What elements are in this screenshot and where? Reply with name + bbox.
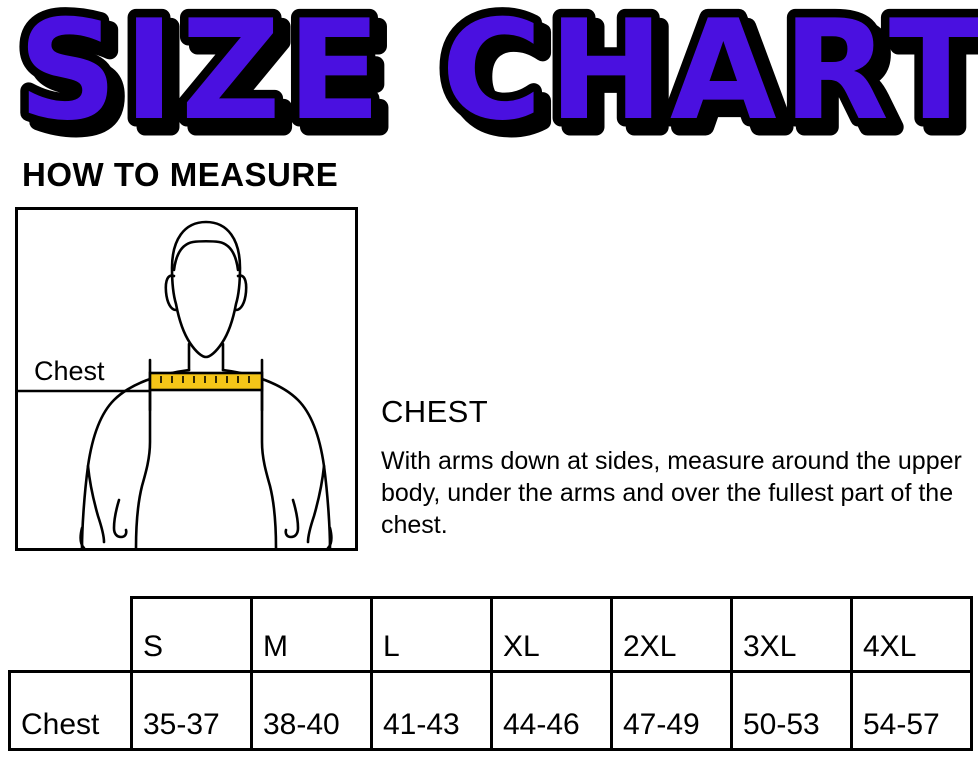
table-header-3xl: 3XL xyxy=(730,596,853,673)
measuring-tape xyxy=(148,371,264,392)
left-ear xyxy=(164,274,178,312)
table-header-2xl: 2XL xyxy=(610,596,733,673)
how-to-measure-heading: HOW TO MEASURE xyxy=(22,156,339,193)
torso-left-shoulder xyxy=(80,368,191,548)
head-outline xyxy=(170,220,242,359)
title-shadow-layer: SIZE CHART xyxy=(27,0,978,150)
table-header-l: L xyxy=(370,596,493,673)
title-fill-layer: SIZE CHART xyxy=(18,0,978,150)
chest-callout-label: Chest xyxy=(34,356,105,386)
table-header-4xl: 4XL xyxy=(850,596,973,673)
table-header-row: S M L XL 2XL 3XL 4XL xyxy=(9,596,973,673)
left-hand xyxy=(79,526,86,548)
size-table: S M L XL 2XL 3XL 4XL Chest 35-37 38-40 4… xyxy=(8,596,973,751)
cell-chest-m: 38-40 xyxy=(250,670,373,751)
description-heading: CHEST xyxy=(381,394,489,429)
tape-tick-marks xyxy=(160,376,250,383)
measurement-figure-box xyxy=(15,207,358,551)
tape-band xyxy=(148,371,264,392)
male-torso-illustration xyxy=(18,220,333,548)
table-corner-cell xyxy=(9,597,132,672)
torso-right-side xyxy=(260,376,278,548)
right-thumb xyxy=(284,498,300,539)
cell-chest-s: 35-37 xyxy=(130,670,253,751)
description-block: CHEST With arms down at sides, measure a… xyxy=(381,394,966,541)
right-arm-inner xyxy=(306,464,326,544)
table-header-xl: XL xyxy=(490,596,613,673)
torso-left-side xyxy=(134,376,152,548)
table-header-m: M xyxy=(250,596,373,673)
title-outline-layer: SIZE CHART xyxy=(18,0,978,150)
description-body: With arms down at sides, measure around … xyxy=(381,446,962,539)
left-thumb xyxy=(112,498,128,539)
cell-chest-2xl: 47-49 xyxy=(610,670,733,751)
cell-chest-3xl: 50-53 xyxy=(730,670,853,751)
row-label-chest: Chest xyxy=(8,670,133,751)
page-title: .ttl { font-family: "DejaVu Sans", sans-… xyxy=(0,0,978,150)
right-ear xyxy=(234,274,248,312)
torso-right-shoulder xyxy=(221,368,332,548)
cell-chest-4xl: 54-57 xyxy=(850,670,973,751)
right-hand xyxy=(326,526,333,548)
table-row-chest: Chest 35-37 38-40 41-43 44-46 47-49 50-5… xyxy=(8,670,973,751)
size-chart-title-graphic: .ttl { font-family: "DejaVu Sans", sans-… xyxy=(10,0,978,150)
cell-chest-xl: 44-46 xyxy=(490,670,613,751)
table-header-s: S xyxy=(130,596,253,673)
hairline xyxy=(172,239,240,272)
cell-chest-l: 41-43 xyxy=(370,670,493,751)
left-arm-inner xyxy=(86,464,106,544)
